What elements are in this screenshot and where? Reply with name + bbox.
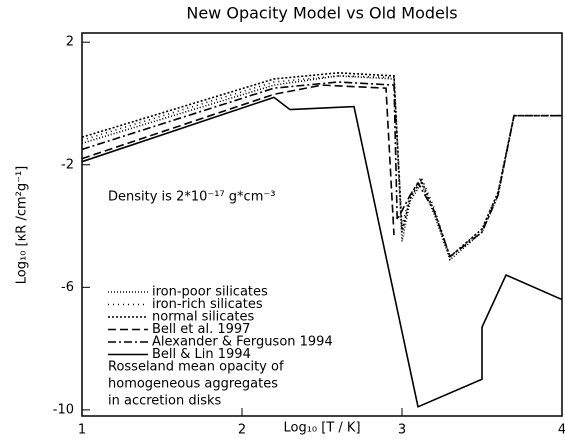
chart-title: New Opacity Model vs Old Models	[186, 4, 457, 23]
y-tick-label: -2	[61, 157, 74, 172]
y-tick-label: -10	[53, 402, 74, 417]
y-tick-label: -6	[61, 280, 74, 295]
y-axis-label: Log₁₀ [κR /cm²g⁻¹]	[15, 166, 30, 284]
legend-label: Alexander & Ferguson 1994	[152, 335, 333, 350]
series-line	[81, 81, 562, 258]
annotation: Rosseland mean opacity of	[108, 360, 284, 375]
series-line	[81, 75, 562, 259]
annotation: homogeneous aggregates	[108, 377, 278, 392]
legend-label: iron-rich silicates	[152, 297, 263, 312]
annotation: Density is 2*10⁻¹⁷ g*cm⁻³	[108, 190, 275, 205]
annotation: in accretion disks	[108, 394, 222, 409]
x-axis-label: Log₁₀ [T / K]	[283, 421, 360, 436]
x-tick-label: 2	[238, 423, 246, 438]
series-line	[81, 72, 562, 259]
series-line	[81, 96, 563, 408]
series-line	[81, 84, 395, 236]
x-tick-label: 4	[558, 423, 565, 438]
series-line	[81, 75, 562, 262]
legend-label: iron-poor silicates	[152, 285, 268, 300]
legend-label: normal silicates	[152, 310, 255, 325]
x-tick-label: 3	[398, 423, 406, 438]
legend-label: Bell & Lin 1994	[152, 347, 251, 362]
y-tick-label: 2	[66, 35, 74, 50]
plot-frame	[81, 32, 563, 417]
legend-label: Bell et al. 1997	[152, 322, 250, 337]
x-tick-label: 1	[78, 423, 86, 438]
